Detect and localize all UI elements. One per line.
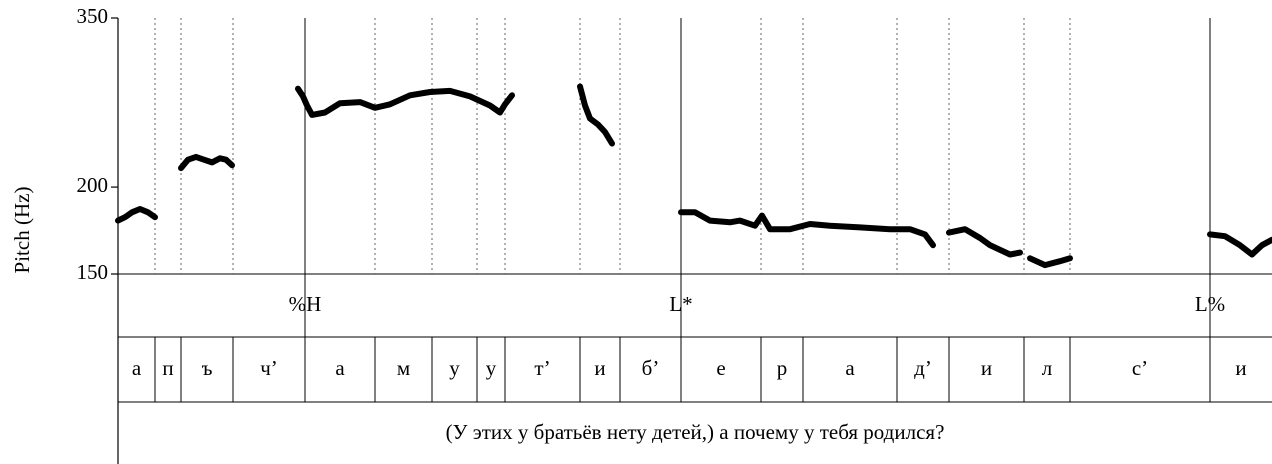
pitch-contour	[295, 85, 515, 118]
y-axis-label: Pitch (Hz)	[10, 187, 34, 274]
segment-label: и	[1235, 356, 1246, 380]
segment-label: р	[777, 356, 788, 380]
segment-label: п	[162, 356, 173, 380]
segment-label: б’	[642, 356, 660, 380]
segment-label: а	[335, 356, 345, 380]
segment-label: с’	[1132, 356, 1148, 380]
pitch-contour	[178, 153, 235, 172]
tone-label: L%	[1195, 292, 1225, 316]
pitch-contour	[678, 209, 936, 249]
y-tick-label: 200	[77, 173, 109, 197]
pitch-contour	[946, 226, 1023, 258]
segment-label: и	[594, 356, 605, 380]
tone-label: L*	[669, 292, 692, 316]
pitch-contour	[115, 206, 158, 224]
pitch-contour	[1027, 255, 1073, 269]
segment-label: а	[845, 356, 855, 380]
segment-label: л	[1042, 356, 1052, 380]
segment-label: д’	[914, 356, 932, 380]
segment-label: т’	[534, 356, 550, 380]
segment-label: а	[132, 356, 142, 380]
pitch-contour	[1207, 231, 1272, 258]
segment-label: у	[449, 356, 460, 380]
segment-label: и	[981, 356, 992, 380]
segment-label: е	[716, 356, 725, 380]
sentence: (У этих у братьёв нету детей,) а почему …	[446, 420, 945, 444]
segment-label: м	[397, 356, 410, 380]
segment-label: у	[486, 356, 497, 380]
tone-label: %H	[289, 292, 322, 316]
y-tick-label: 350	[77, 4, 109, 28]
segment-label: ъ	[202, 356, 213, 380]
y-tick-label: 150	[77, 260, 109, 284]
pitch-contour	[577, 83, 615, 147]
segment-label: ч’	[260, 356, 278, 380]
